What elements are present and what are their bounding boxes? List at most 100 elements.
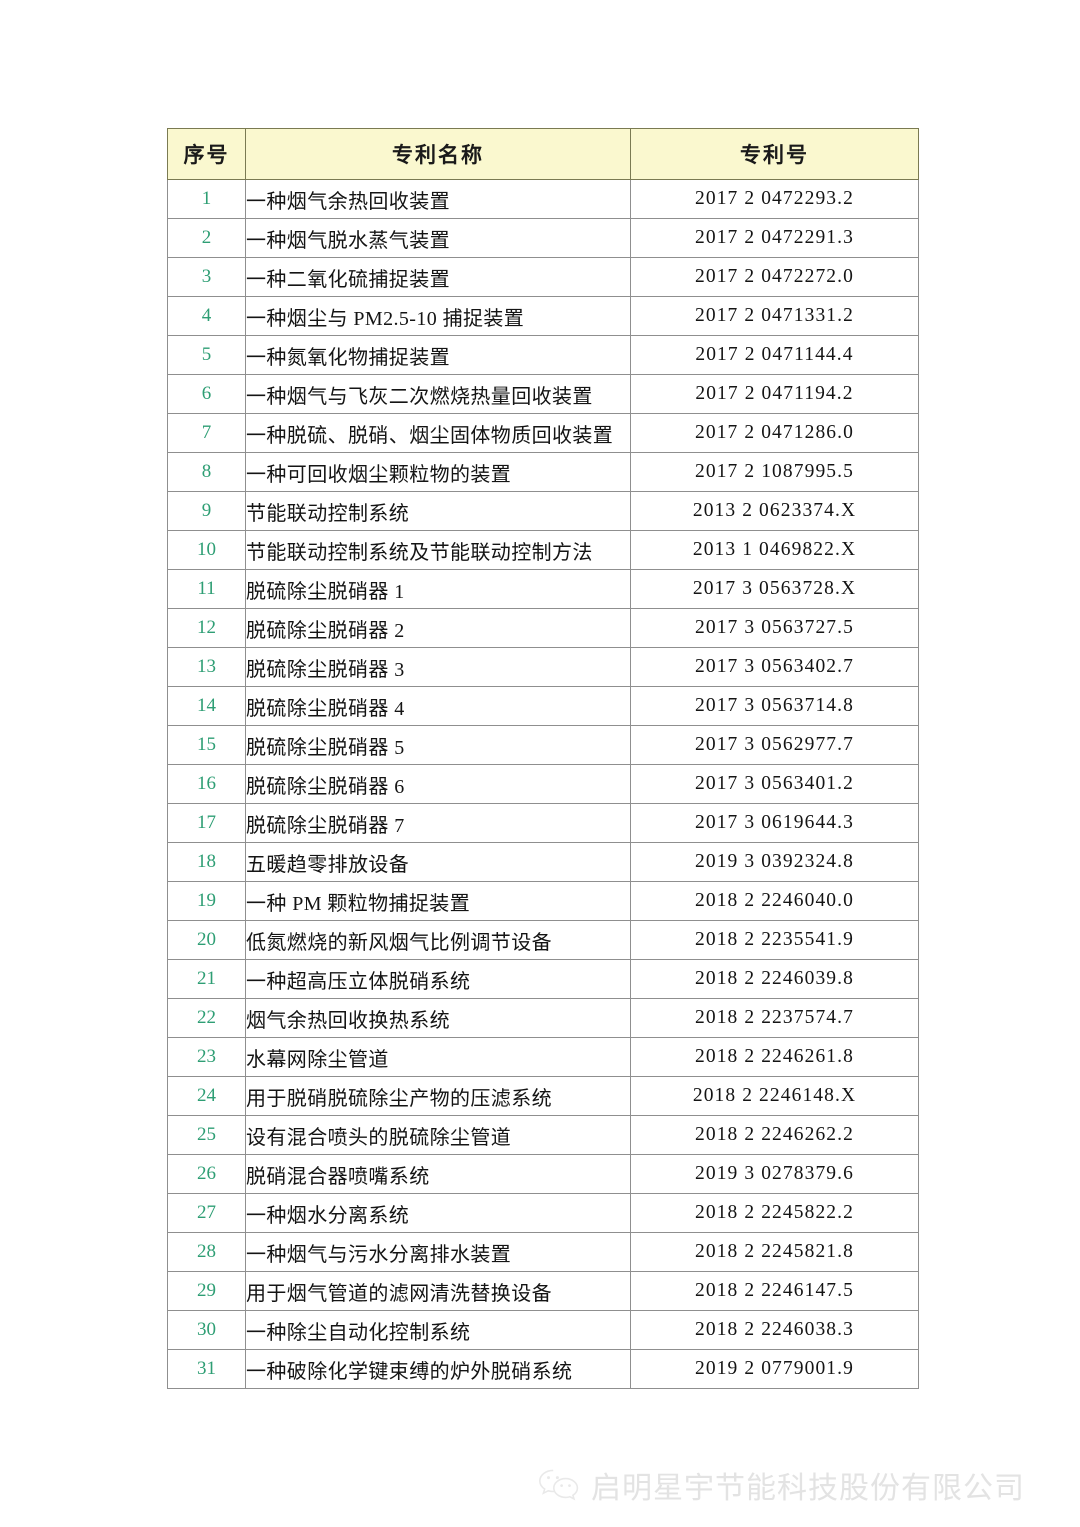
patent-table-container: 序号 专利名称 专利号 1 一种烟气余热回收装置 2017 2 0472293.2 2… xyxy=(167,128,919,1389)
table-row: 31 一种破除化学键束缚的炉外脱硝系统 2019 2 0779001.9 xyxy=(167,1349,919,1389)
cell-patent-number: 2017 2 0472291.3 xyxy=(630,218,919,258)
cell-patent-number: 2017 2 0472293.2 xyxy=(630,179,919,219)
wechat-icon xyxy=(537,1467,581,1503)
cell-patent-name: 设有混合喷头的脱硫除尘管道 xyxy=(245,1115,631,1155)
cell-index: 7 xyxy=(167,413,246,453)
table-row: 21 一种超高压立体脱硝系统 2018 2 2246039.8 xyxy=(167,959,919,999)
cell-patent-name: 一种烟气与污水分离排水装置 xyxy=(245,1232,631,1272)
table-row: 14 脱硫除尘脱硝器 4 2017 3 0563714.8 xyxy=(167,686,919,726)
cell-patent-name: 一种烟水分离系统 xyxy=(245,1193,631,1233)
cell-index: 6 xyxy=(167,374,246,414)
cell-patent-name: 一种烟尘与 PM2.5-10 捕捉装置 xyxy=(245,296,631,336)
cell-patent-name: 一种烟气脱水蒸气装置 xyxy=(245,218,631,258)
table-row: 13 脱硫除尘脱硝器 3 2017 3 0563402.7 xyxy=(167,647,919,687)
cell-patent-number: 2018 2 2245822.2 xyxy=(630,1193,919,1233)
cell-index: 17 xyxy=(167,803,246,843)
cell-patent-number: 2018 2 2246261.8 xyxy=(630,1037,919,1077)
cell-index: 14 xyxy=(167,686,246,726)
cell-index: 10 xyxy=(167,530,246,570)
table-row: 24 用于脱硝脱硫除尘产物的压滤系统 2018 2 2246148.X xyxy=(167,1076,919,1116)
cell-index: 12 xyxy=(167,608,246,648)
cell-index: 29 xyxy=(167,1271,246,1311)
footer-company-name: 启明星宇节能科技股份有限公司 xyxy=(591,1472,1025,1505)
cell-index: 23 xyxy=(167,1037,246,1077)
cell-patent-number: 2017 2 0471331.2 xyxy=(630,296,919,336)
cell-patent-number: 2018 2 2235541.9 xyxy=(630,920,919,960)
cell-index: 25 xyxy=(167,1115,246,1155)
cell-index: 3 xyxy=(167,257,246,297)
cell-patent-name: 脱硫除尘脱硝器 1 xyxy=(245,569,631,609)
cell-index: 13 xyxy=(167,647,246,687)
table-row: 28 一种烟气与污水分离排水装置 2018 2 2245821.8 xyxy=(167,1232,919,1272)
patent-list-table: 序号 专利名称 专利号 1 一种烟气余热回收装置 2017 2 0472293.2 2… xyxy=(167,128,919,1389)
table-row: 4 一种烟尘与 PM2.5-10 捕捉装置 2017 2 0471331.2 xyxy=(167,296,919,336)
table-row: 6 一种烟气与飞灰二次燃烧热量回收装置 2017 2 0471194.2 xyxy=(167,374,919,414)
cell-patent-name: 用于烟气管道的滤网清洗替换设备 xyxy=(245,1271,631,1311)
table-row: 15 脱硫除尘脱硝器 5 2017 3 0562977.7 xyxy=(167,725,919,765)
cell-patent-number: 2018 2 2246039.8 xyxy=(630,959,919,999)
table-row: 8 一种可回收烟尘颗粒物的装置 2017 2 1087995.5 xyxy=(167,452,919,492)
footer: 启明星宇节能科技股份有限公司 xyxy=(0,1455,1080,1515)
cell-patent-name: 烟气余热回收换热系统 xyxy=(245,998,631,1038)
cell-index: 2 xyxy=(167,218,246,258)
cell-patent-name: 脱硫除尘脱硝器 3 xyxy=(245,647,631,687)
cell-patent-name: 用于脱硝脱硫除尘产物的压滤系统 xyxy=(245,1076,631,1116)
table-row: 7 一种脱硫、脱硝、烟尘固体物质回收装置 2017 2 0471286.0 xyxy=(167,413,919,453)
cell-patent-number: 2018 2 2246148.X xyxy=(630,1076,919,1116)
table-row: 29 用于烟气管道的滤网清洗替换设备 2018 2 2246147.5 xyxy=(167,1271,919,1311)
cell-patent-name: 一种破除化学键束缚的炉外脱硝系统 xyxy=(245,1349,631,1389)
table-row: 25 设有混合喷头的脱硫除尘管道 2018 2 2246262.2 xyxy=(167,1115,919,1155)
cell-patent-name: 一种烟气与飞灰二次燃烧热量回收装置 xyxy=(245,374,631,414)
cell-index: 21 xyxy=(167,959,246,999)
cell-patent-name: 一种二氧化硫捕捉装置 xyxy=(245,257,631,297)
cell-patent-number: 2017 2 0471286.0 xyxy=(630,413,919,453)
cell-patent-number: 2018 2 2246147.5 xyxy=(630,1271,919,1311)
cell-patent-number: 2017 2 0472272.0 xyxy=(630,257,919,297)
cell-patent-name: 一种超高压立体脱硝系统 xyxy=(245,959,631,999)
cell-index: 9 xyxy=(167,491,246,531)
cell-patent-name: 节能联动控制系统及节能联动控制方法 xyxy=(245,530,631,570)
cell-index: 8 xyxy=(167,452,246,492)
column-header-index: 序号 xyxy=(167,128,246,180)
cell-patent-number: 2017 3 0563401.2 xyxy=(630,764,919,804)
table-row: 12 脱硫除尘脱硝器 2 2017 3 0563727.5 xyxy=(167,608,919,648)
cell-patent-number: 2017 3 0563728.X xyxy=(630,569,919,609)
column-header-number: 专利号 xyxy=(630,128,919,180)
table-row: 23 水幕网除尘管道 2018 2 2246261.8 xyxy=(167,1037,919,1077)
cell-index: 26 xyxy=(167,1154,246,1194)
cell-patent-number: 2018 2 2246038.3 xyxy=(630,1310,919,1350)
cell-index: 19 xyxy=(167,881,246,921)
cell-patent-name: 节能联动控制系统 xyxy=(245,491,631,531)
table-row: 2 一种烟气脱水蒸气装置 2017 2 0472291.3 xyxy=(167,218,919,258)
cell-index: 4 xyxy=(167,296,246,336)
table-row: 10 节能联动控制系统及节能联动控制方法 2013 1 0469822.X xyxy=(167,530,919,570)
table-row: 17 脱硫除尘脱硝器 7 2017 3 0619644.3 xyxy=(167,803,919,843)
table-header-row: 序号 专利名称 专利号 xyxy=(167,128,919,180)
cell-patent-number: 2017 3 0563402.7 xyxy=(630,647,919,687)
cell-patent-number: 2019 2 0779001.9 xyxy=(630,1349,919,1389)
table-row: 5 一种氮氧化物捕捉装置 2017 2 0471144.4 xyxy=(167,335,919,375)
cell-index: 22 xyxy=(167,998,246,1038)
cell-index: 31 xyxy=(167,1349,246,1389)
cell-patent-number: 2017 3 0563727.5 xyxy=(630,608,919,648)
table-row: 22 烟气余热回收换热系统 2018 2 2237574.7 xyxy=(167,998,919,1038)
cell-patent-number: 2018 2 2245821.8 xyxy=(630,1232,919,1272)
cell-patent-number: 2017 2 1087995.5 xyxy=(630,452,919,492)
cell-patent-number: 2017 2 0471144.4 xyxy=(630,335,919,375)
cell-patent-number: 2017 3 0619644.3 xyxy=(630,803,919,843)
cell-patent-name: 五暖趋零排放设备 xyxy=(245,842,631,882)
cell-patent-number: 2013 1 0469822.X xyxy=(630,530,919,570)
column-header-name: 专利名称 xyxy=(245,128,631,180)
cell-patent-number: 2017 3 0562977.7 xyxy=(630,725,919,765)
cell-patent-name: 脱硫除尘脱硝器 7 xyxy=(245,803,631,843)
cell-patent-number: 2017 3 0563714.8 xyxy=(630,686,919,726)
cell-index: 20 xyxy=(167,920,246,960)
cell-patent-name: 脱硫除尘脱硝器 2 xyxy=(245,608,631,648)
cell-index: 28 xyxy=(167,1232,246,1272)
table-row: 9 节能联动控制系统 2013 2 0623374.X xyxy=(167,491,919,531)
table-header: 序号 专利名称 专利号 xyxy=(167,128,919,180)
table-row: 1 一种烟气余热回收装置 2017 2 0472293.2 xyxy=(167,179,919,219)
table-row: 19 一种 PM 颗粒物捕捉装置 2018 2 2246040.0 xyxy=(167,881,919,921)
cell-patent-name: 水幕网除尘管道 xyxy=(245,1037,631,1077)
